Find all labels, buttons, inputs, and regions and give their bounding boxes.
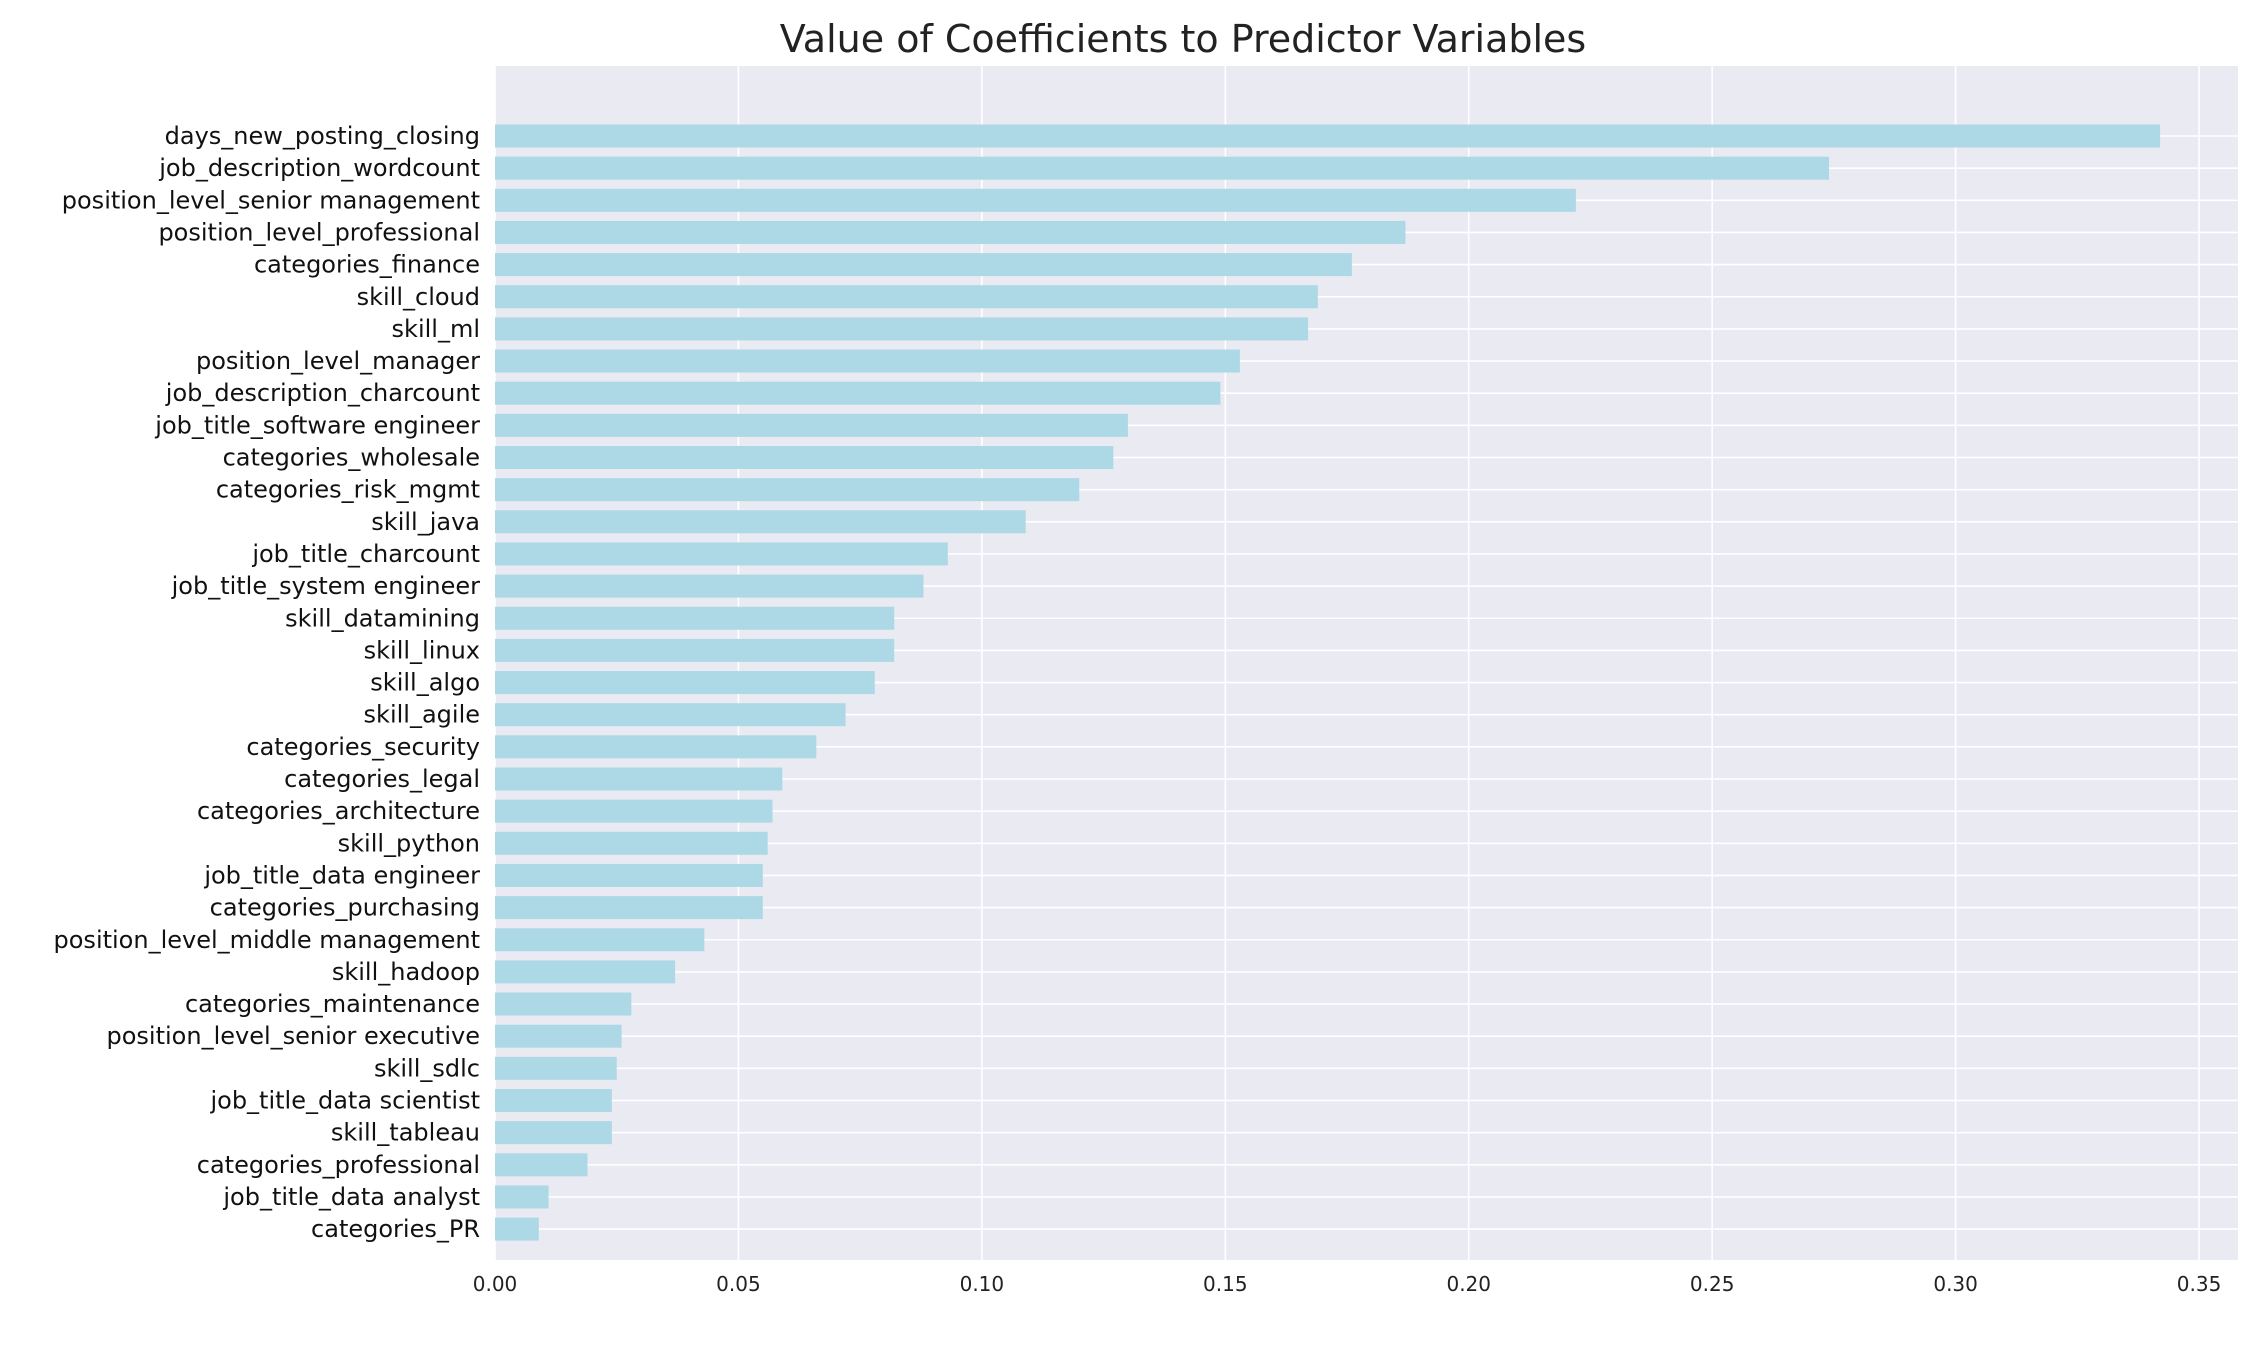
- bar: [495, 1153, 588, 1177]
- bar: [495, 510, 1026, 534]
- x-tick-labels: 0.00 0.05 0.10 0.15 0.20 0.25 0.30 0.35: [473, 1272, 2222, 1296]
- category-label: skill_agile: [364, 701, 480, 729]
- category-label: categories_professional: [197, 1151, 480, 1179]
- category-label: job_title_data engineer: [203, 861, 480, 889]
- bar: [495, 1056, 617, 1080]
- bar: [495, 253, 1352, 277]
- bar: [495, 542, 948, 566]
- x-tick-label: 0.15: [1203, 1272, 1248, 1296]
- category-label: skill_cloud: [357, 283, 480, 311]
- plot-background: [495, 66, 2238, 1260]
- bar: [495, 799, 773, 823]
- category-label: skill_datamining: [285, 604, 480, 632]
- bar: [495, 960, 676, 984]
- x-tick-label: 0.25: [1690, 1272, 1735, 1296]
- category-label: categories_purchasing: [210, 894, 480, 922]
- category-label: position_level_manager: [196, 347, 480, 375]
- category-label: categories_risk_mgmt: [216, 476, 480, 504]
- category-label: job_title_software engineer: [154, 411, 480, 439]
- bar: [495, 703, 846, 727]
- bar: [495, 831, 768, 855]
- category-label: job_description_charcount: [165, 379, 480, 407]
- x-tick-label: 0.30: [1933, 1272, 1978, 1296]
- bar: [495, 863, 763, 887]
- bar: [495, 671, 875, 695]
- category-label: skill_sdlc: [374, 1054, 480, 1082]
- x-tick-label: 0.00: [473, 1272, 518, 1296]
- bar: [495, 478, 1080, 502]
- x-tick-label: 0.10: [960, 1272, 1005, 1296]
- bar: [495, 767, 783, 791]
- bar: [495, 1217, 539, 1241]
- category-label: job_title_data analyst: [222, 1183, 480, 1211]
- category-label: position_level_professional: [158, 218, 480, 246]
- bar: [495, 574, 924, 598]
- category-label: position_level_middle management: [54, 926, 480, 954]
- bar: [495, 317, 1309, 341]
- bar: [495, 124, 2161, 148]
- bar: [495, 156, 1830, 180]
- bar: [495, 220, 1406, 244]
- bar: [495, 928, 705, 952]
- category-label: categories_finance: [254, 251, 480, 279]
- bar: [495, 896, 763, 920]
- bar: [495, 992, 632, 1016]
- category-label: skill_linux: [364, 636, 480, 664]
- bars: [495, 124, 2161, 1241]
- category-label: categories_legal: [284, 765, 480, 793]
- x-tick-label: 0.35: [2177, 1272, 2222, 1296]
- category-label: categories_architecture: [197, 797, 480, 825]
- x-tick-label: 0.05: [716, 1272, 761, 1296]
- category-label: position_level_senior executive: [107, 1022, 481, 1050]
- category-label: categories_PR: [311, 1215, 480, 1243]
- bar: [495, 413, 1128, 437]
- bar: [495, 1121, 612, 1145]
- category-label: skill_hadoop: [332, 958, 480, 986]
- category-label: position_level_senior management: [62, 186, 480, 214]
- bar: [495, 1185, 549, 1209]
- category-label: job_title_charcount: [251, 540, 480, 568]
- category-label: job_description_wordcount: [158, 154, 480, 182]
- bar: [495, 606, 895, 630]
- bar: [495, 188, 1576, 212]
- category-label: days_new_posting_closing: [165, 122, 480, 150]
- category-label: categories_wholesale: [223, 444, 480, 472]
- category-label: job_title_system engineer: [171, 572, 481, 600]
- bar: [495, 381, 1221, 405]
- bar: [495, 285, 1318, 309]
- bar: [495, 638, 895, 662]
- bar: [495, 1089, 612, 1112]
- bar: [495, 349, 1240, 373]
- chart-title: Value of Coefficients to Predictor Varia…: [780, 17, 1586, 61]
- category-label: skill_java: [371, 508, 480, 536]
- category-label: job_title_data scientist: [209, 1087, 480, 1115]
- bar: [495, 1024, 622, 1048]
- category-labels: days_new_posting_closing job_description_…: [54, 122, 481, 1243]
- category-label: categories_security: [246, 733, 480, 761]
- category-label: skill_ml: [392, 315, 480, 343]
- category-label: skill_python: [338, 829, 480, 857]
- category-label: skill_tableau: [331, 1119, 480, 1147]
- category-label: categories_maintenance: [185, 990, 480, 1018]
- bar: [495, 735, 817, 759]
- x-tick-label: 0.20: [1446, 1272, 1491, 1296]
- category-label: skill_algo: [370, 669, 480, 697]
- bar: [495, 446, 1114, 469]
